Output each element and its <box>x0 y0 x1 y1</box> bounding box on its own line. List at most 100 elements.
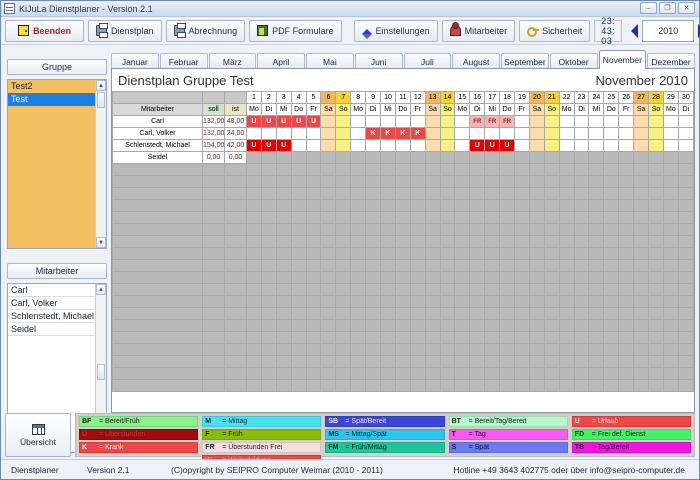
filler-cell[interactable] <box>305 295 322 308</box>
filler-cell[interactable] <box>350 319 367 332</box>
filler-cell[interactable] <box>484 379 501 392</box>
filler-cell[interactable] <box>350 379 367 392</box>
filler-cell[interactable] <box>112 319 203 332</box>
shift-cell-10[interactable] <box>380 139 396 152</box>
filler-cell[interactable] <box>677 319 694 332</box>
filler-cell[interactable] <box>112 187 203 200</box>
filler-cell[interactable] <box>290 319 307 332</box>
shift-cell-9[interactable] <box>365 115 382 128</box>
filler-cell[interactable] <box>112 379 203 392</box>
filler-cell[interactable] <box>409 199 426 212</box>
filler-cell[interactable] <box>224 331 247 344</box>
shift-cell-2[interactable]: U <box>260 115 277 128</box>
filler-cell[interactable] <box>290 307 307 320</box>
filler-cell[interactable] <box>365 235 382 248</box>
filler-cell[interactable] <box>662 175 679 188</box>
filler-cell[interactable] <box>499 223 516 236</box>
filler-cell[interactable] <box>394 283 411 296</box>
day-number-2[interactable]: 2 <box>260 91 277 104</box>
filler-cell[interactable] <box>246 355 262 368</box>
filler-cell[interactable] <box>275 175 292 188</box>
shift-cell-18[interactable]: FR <box>499 115 516 128</box>
shift-cell-19[interactable] <box>514 151 530 164</box>
employee-header-button[interactable]: Mitarbeiter <box>7 263 107 279</box>
shift-cell-19[interactable] <box>514 127 530 140</box>
filler-cell[interactable] <box>528 379 545 392</box>
filler-cell[interactable] <box>662 379 679 392</box>
filler-cell[interactable] <box>439 199 456 212</box>
filler-cell[interactable] <box>424 355 441 368</box>
filler-cell[interactable] <box>648 295 664 308</box>
shift-cell-4[interactable] <box>290 139 307 152</box>
filler-cell[interactable] <box>350 343 367 356</box>
filler-cell[interactable] <box>543 331 560 344</box>
shift-cell-29[interactable] <box>662 139 679 152</box>
filler-cell[interactable] <box>648 271 664 284</box>
filler-cell[interactable] <box>454 307 471 320</box>
shift-cell-13[interactable] <box>424 115 441 128</box>
filler-cell[interactable] <box>202 283 225 296</box>
filler-cell[interactable] <box>365 199 382 212</box>
day-number-20[interactable]: 20 <box>528 91 545 104</box>
filler-cell[interactable] <box>677 283 694 296</box>
filler-cell[interactable] <box>350 331 367 344</box>
filler-cell[interactable] <box>202 319 225 332</box>
filler-cell[interactable] <box>365 247 382 260</box>
filler-cell[interactable] <box>409 259 426 272</box>
day-number-25[interactable]: 25 <box>603 91 620 104</box>
filler-cell[interactable] <box>469 367 486 380</box>
row-name[interactable]: Schlenstedt, Michael <box>112 139 203 152</box>
filler-cell[interactable] <box>469 247 486 260</box>
filler-cell[interactable] <box>677 367 694 380</box>
group-list-item[interactable]: Test2 <box>11 81 33 91</box>
filler-cell[interactable] <box>224 271 247 284</box>
filler-cell[interactable] <box>499 331 516 344</box>
filler-cell[interactable] <box>275 331 292 344</box>
filler-cell[interactable] <box>224 307 247 320</box>
filler-cell[interactable] <box>409 295 426 308</box>
table-row[interactable]: Carl 132,00 48,00 U U U U U FR FR FR <box>112 115 694 128</box>
filler-cell[interactable] <box>365 343 382 356</box>
filler-cell[interactable] <box>380 223 396 236</box>
filler-cell[interactable] <box>290 199 307 212</box>
shift-cell-28[interactable] <box>648 151 664 164</box>
month-tab-september[interactable]: September <box>501 53 549 69</box>
filler-cell[interactable] <box>335 355 352 368</box>
filler-cell[interactable] <box>573 235 590 248</box>
filler-cell[interactable] <box>558 223 575 236</box>
group-header-button[interactable]: Gruppe <box>7 59 107 75</box>
filler-cell[interactable] <box>224 295 247 308</box>
filler-cell[interactable] <box>558 331 575 344</box>
filler-cell[interactable] <box>424 247 441 260</box>
filler-cell[interactable] <box>335 307 352 320</box>
shift-cell-16[interactable]: FR <box>469 115 486 128</box>
filler-cell[interactable] <box>439 367 456 380</box>
filler-cell[interactable] <box>439 175 456 188</box>
table-row[interactable] <box>112 343 694 356</box>
filler-cell[interactable] <box>469 163 486 176</box>
filler-cell[interactable] <box>499 307 516 320</box>
filler-cell[interactable] <box>350 295 367 308</box>
filler-cell[interactable] <box>260 163 277 176</box>
filler-cell[interactable] <box>662 187 679 200</box>
filler-cell[interactable] <box>528 295 545 308</box>
filler-cell[interactable] <box>224 163 247 176</box>
filler-cell[interactable] <box>424 211 441 224</box>
filler-cell[interactable] <box>573 247 590 260</box>
filler-cell[interactable] <box>588 355 605 368</box>
filler-cell[interactable] <box>380 331 396 344</box>
filler-cell[interactable] <box>202 367 225 380</box>
day-number-27[interactable]: 27 <box>633 91 650 104</box>
filler-cell[interactable] <box>543 295 560 308</box>
shift-cell-14[interactable] <box>439 115 456 128</box>
filler-cell[interactable] <box>335 235 352 248</box>
filler-cell[interactable] <box>662 211 679 224</box>
filler-cell[interactable] <box>484 247 501 260</box>
day-number-15[interactable]: 15 <box>454 91 471 104</box>
filler-cell[interactable] <box>588 343 605 356</box>
filler-cell[interactable] <box>528 223 545 236</box>
filler-cell[interactable] <box>202 199 225 212</box>
filler-cell[interactable] <box>202 175 225 188</box>
day-number-18[interactable]: 18 <box>499 91 516 104</box>
shift-cell-26[interactable] <box>618 139 635 152</box>
